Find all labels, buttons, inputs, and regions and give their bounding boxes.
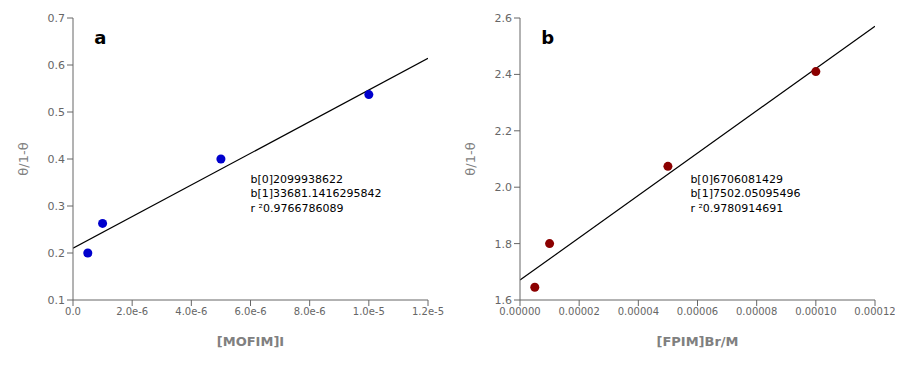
svg-text:0.0: 0.0 (65, 306, 81, 317)
svg-text:1.6: 1.6 (495, 294, 513, 307)
svg-text:0.00008: 0.00008 (736, 306, 777, 317)
html-text:b[0]2099938622: b[0]2099938622 (250, 173, 344, 187)
html-text:a: a (94, 27, 107, 49)
svg-text:0.00010: 0.00010 (795, 306, 836, 317)
svg-text:0.00012: 0.00012 (854, 306, 895, 317)
html-text:b: b (541, 27, 555, 49)
svg-text:0.00006: 0.00006 (677, 306, 718, 317)
html-text:r ²0.9766786089: r ²0.9766786089 (250, 201, 344, 215)
svg-text:[FPIM]Br/M: [FPIM]Br/M (656, 334, 738, 349)
svg-text:θ/1-θ: θ/1-θ (463, 142, 478, 175)
svg-text:0.00002: 0.00002 (558, 306, 599, 317)
svg-text:0.6: 0.6 (48, 59, 66, 72)
html-text:b[0]6706081429: b[0]6706081429 (690, 173, 783, 187)
svg-text:0.2: 0.2 (48, 247, 66, 260)
svg-text:2.6: 2.6 (495, 12, 513, 25)
svg-text:0.3: 0.3 (48, 200, 66, 213)
svg-text:0.7: 0.7 (48, 12, 66, 25)
svg-text:1.0e-5: 1.0e-5 (353, 306, 385, 317)
svg-text:4.0e-6: 4.0e-6 (175, 306, 207, 317)
svg-text:0.00004: 0.00004 (618, 306, 659, 317)
svg-text:0.00000: 0.00000 (499, 306, 540, 317)
svg-text:2.4: 2.4 (495, 68, 513, 81)
html-text:r ²0.9780914691: r ²0.9780914691 (690, 201, 784, 215)
svg-text:1.2e-5: 1.2e-5 (412, 306, 444, 317)
svg-text:0.5: 0.5 (48, 106, 66, 119)
svg-text:2.0: 2.0 (495, 181, 513, 194)
svg-text:8.0e-6: 8.0e-6 (294, 306, 326, 317)
svg-text:1.8: 1.8 (495, 238, 513, 251)
svg-text:0.4: 0.4 (48, 153, 66, 166)
svg-text:0.1: 0.1 (48, 294, 66, 307)
svg-text:2.0e-6: 2.0e-6 (116, 306, 148, 317)
svg-text:[MOFIM]I: [MOFIM]I (217, 334, 284, 349)
html-text:b[1]33681.1416295842: b[1]33681.1416295842 (250, 187, 382, 201)
svg-text:θ/1-θ: θ/1-θ (16, 142, 31, 175)
svg-text:2.2: 2.2 (495, 125, 513, 138)
html-text:b[1]7502.05095496: b[1]7502.05095496 (690, 187, 801, 201)
svg-text:6.0e-6: 6.0e-6 (234, 306, 266, 317)
